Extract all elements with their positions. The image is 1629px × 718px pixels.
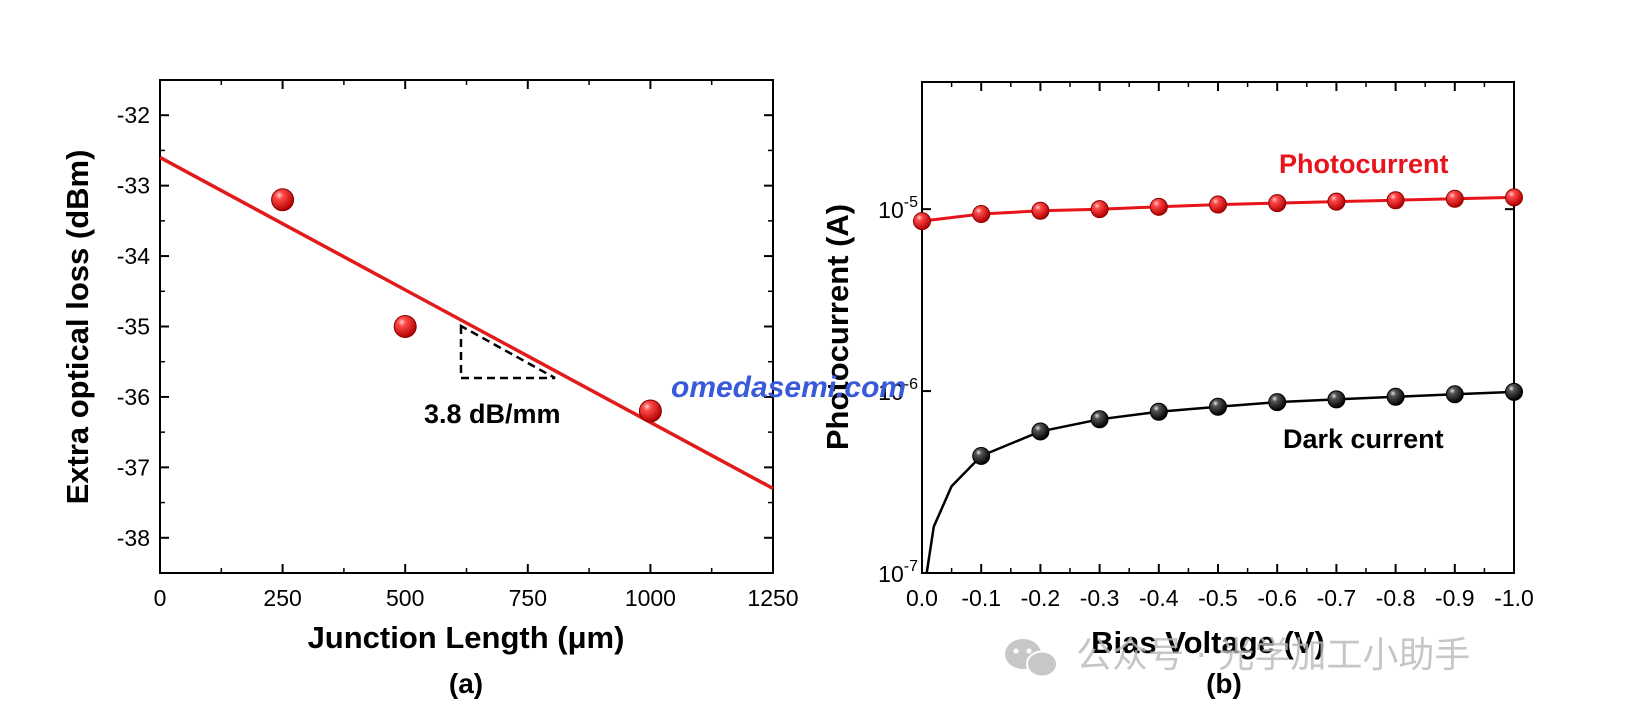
x-tick-label: -0.4 xyxy=(1139,585,1179,611)
account-watermark: 公众号 · 光学加工小助手 xyxy=(1076,635,1470,676)
photocurrent-point xyxy=(1149,197,1168,216)
chart-b-xlabel: Bias Voltage (V) xyxy=(1091,625,1325,660)
legend-photocurrent: Photocurrent xyxy=(1279,149,1449,179)
dark-current-point xyxy=(1386,387,1405,406)
photocurrent-point xyxy=(1090,200,1109,219)
x-tick-label: -0.3 xyxy=(1080,585,1120,611)
photocurrent-point xyxy=(1386,191,1405,210)
x-tick-label: -0.6 xyxy=(1257,585,1297,611)
y-tick-label: -35 xyxy=(117,314,150,340)
dark-current-line xyxy=(925,390,1515,574)
photocurrent-point xyxy=(1031,201,1050,220)
x-tick-label: 0 xyxy=(154,585,167,611)
y-tick-label: -36 xyxy=(117,384,150,410)
slope-annotation: 3.8 dB/mm xyxy=(424,399,561,429)
y-tick-label: -37 xyxy=(117,454,150,480)
slope-triangle xyxy=(459,323,556,380)
y-tick-label: 10-6 xyxy=(878,376,918,405)
chart-b-series xyxy=(913,188,1523,574)
photocurrent-point xyxy=(913,212,931,231)
chart-b-ylabel: Photocurrent (A) xyxy=(820,204,855,450)
wechat-icon xyxy=(1005,639,1058,678)
fit-line xyxy=(159,155,774,491)
x-tick-label: 250 xyxy=(263,585,301,611)
chart-b-ticks: 0.0 -0.1 -0.2 -0.3 -0.4 -0.5 -0.6 -0.7 -0.8 -0.9-… xyxy=(878,82,1534,611)
dark-current-point xyxy=(1090,410,1109,429)
x-tick-label: -0.9 xyxy=(1435,585,1475,611)
chart-a-xlabel: Junction Length (μm) xyxy=(308,620,625,655)
y-tick-label: -33 xyxy=(117,173,150,199)
chart-a: 0 250 500 750 1000 1250-32-33-34-35-36-37-38 … xyxy=(60,79,799,699)
x-tick-label: 750 xyxy=(509,585,547,611)
x-tick-label: -0.5 xyxy=(1198,585,1238,611)
chart-b-panel-label: (b) xyxy=(1206,668,1242,699)
y-tick-label: -38 xyxy=(117,525,150,551)
y-tick-label: -32 xyxy=(117,102,150,128)
chart-a-ylabel: Extra optical loss (dBm) xyxy=(60,150,95,505)
x-tick-label: -0.2 xyxy=(1021,585,1061,611)
dark-current-point xyxy=(1445,385,1464,404)
chart-a-frame xyxy=(159,79,774,574)
dark-current-point xyxy=(1327,390,1346,409)
y-tick-label: -34 xyxy=(117,243,150,269)
photocurrent-point xyxy=(1327,192,1346,211)
data-point xyxy=(638,399,662,423)
photocurrent-point xyxy=(1268,194,1287,213)
photocurrent-point xyxy=(972,205,991,224)
dark-current-point xyxy=(972,446,991,465)
x-tick-label: -1.0 xyxy=(1494,585,1534,611)
photocurrent-point xyxy=(1505,188,1523,207)
dark-current-point xyxy=(1149,402,1168,421)
data-point xyxy=(271,188,295,212)
x-tick-label: 1000 xyxy=(625,585,676,611)
x-tick-label: 500 xyxy=(386,585,424,611)
photocurrent-point xyxy=(1445,189,1464,208)
dark-current-point xyxy=(1268,393,1287,412)
x-tick-label: -0.7 xyxy=(1317,585,1357,611)
chart-a-panel-label: (a) xyxy=(449,668,483,699)
data-point xyxy=(393,315,417,338)
site-watermark: omedasemi.com xyxy=(671,371,906,404)
chart-a-fit-line xyxy=(159,155,774,491)
dark-current-point xyxy=(1209,397,1227,416)
chart-a-ticks: 0 250 500 750 1000 1250 -32 -33 -34 -35 -36 -37 -38 xyxy=(117,79,799,611)
chart-b: 0.0 -0.1 -0.2 -0.3 -0.4 -0.5 -0.6 -0.7 -0.8 -0.9-… xyxy=(820,81,1534,699)
x-tick-label: 0.0 xyxy=(906,585,938,611)
x-tick-label: 1250 xyxy=(747,585,798,611)
dark-current-point xyxy=(1505,382,1523,401)
dark-current-point xyxy=(1031,422,1050,441)
photocurrent-point xyxy=(1209,195,1227,214)
x-tick-label: -0.1 xyxy=(961,585,1001,611)
y-tick-label: 10-7 xyxy=(878,558,918,587)
x-tick-label: -0.8 xyxy=(1376,585,1416,611)
legend-dark-current: Dark current xyxy=(1283,424,1444,454)
chart-a-points xyxy=(271,188,662,423)
y-tick-label: 10-5 xyxy=(878,194,918,223)
